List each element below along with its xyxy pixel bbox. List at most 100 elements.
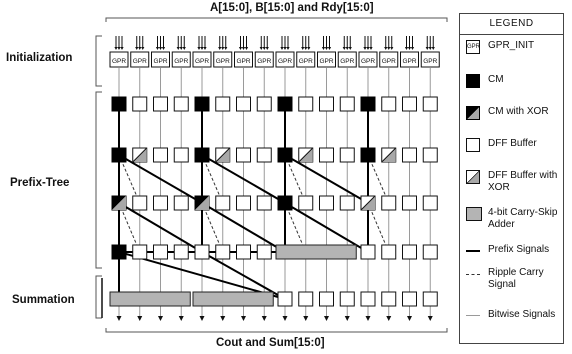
gpr-label: GPR	[402, 58, 416, 65]
output-arrow	[303, 316, 309, 321]
dff-buffer-cell	[256, 244, 272, 260]
input-arrow-head	[342, 47, 346, 50]
carry-skip-adder-cell	[192, 291, 274, 307]
input-arrow-head	[203, 47, 207, 50]
dff-buffer-cell	[236, 147, 251, 163]
input-arrow-head	[410, 47, 415, 50]
dff-buffer-cell	[381, 195, 397, 211]
input-arrow-head	[387, 47, 391, 50]
stage-label-prefix-tree: Prefix-Tree	[10, 177, 70, 189]
input-arrow-head	[363, 47, 367, 50]
xor-diagonal	[381, 147, 397, 163]
input-arrow-head	[407, 47, 412, 50]
dff-buffer-cell	[173, 147, 189, 163]
input-arrow-head	[301, 47, 305, 50]
dff-buffer-cell	[298, 96, 314, 112]
dff-buffer-cell	[319, 291, 334, 307]
dff-buffer-cell	[153, 244, 168, 260]
legend-label: Ripple Carry Signal	[488, 267, 544, 290]
input-arrow-head	[425, 47, 429, 50]
summation-bracket-left	[95, 275, 102, 319]
ripple-carry-line	[201, 202, 224, 253]
gpr-init-cell	[379, 51, 399, 68]
output-arrow	[261, 316, 267, 321]
input-arrow-head	[218, 47, 222, 50]
dff-buffer-cell	[381, 244, 397, 260]
cm-cell	[111, 96, 127, 112]
ripple-carry-line	[284, 202, 307, 253]
input-arrow-head	[321, 47, 326, 50]
cm-cell	[194, 147, 210, 163]
input-arrow-head	[283, 47, 287, 50]
dff-buffer-cell	[319, 195, 334, 211]
output-arrow	[178, 316, 184, 321]
output-arrow	[116, 316, 122, 321]
input-arrow-head	[182, 47, 186, 50]
xor-diagonal	[215, 147, 231, 163]
dff-buffer-cell	[298, 291, 314, 307]
gpr-label: GPR	[299, 58, 313, 65]
legend-symbol-cm	[466, 74, 480, 88]
gpr-init-cell	[275, 51, 295, 68]
dff-buffer-cell	[422, 147, 438, 163]
top-label: A[15:0], B[15:0] and Rdy[15:0]	[210, 2, 374, 14]
input-arrow-head	[286, 47, 290, 50]
dff-buffer-cell	[402, 147, 417, 163]
legend-label: 4-bit Carry-Skip Adder	[488, 207, 558, 230]
prefix-bracket-left	[95, 91, 102, 269]
output-arrow	[365, 316, 371, 321]
top-brace	[105, 17, 448, 22]
cm-cell	[277, 96, 293, 112]
dff-buffer-cell	[215, 96, 231, 112]
input-arrow-head	[244, 47, 249, 50]
gpr-init-cell	[400, 51, 419, 68]
legend-symbol-gpr-init: GPR	[466, 40, 480, 54]
dff-buffer-cell	[339, 195, 355, 211]
gpr-label: GPR	[361, 58, 375, 65]
dff-buffer-cell	[360, 291, 376, 307]
xor-diagonal	[132, 147, 148, 163]
cm-cell	[111, 244, 127, 260]
gpr-label: GPR	[340, 58, 354, 65]
dff-buffer-cell	[402, 195, 417, 211]
legend-symbol-prefix	[466, 250, 480, 252]
dff-buffer-cell	[215, 244, 231, 260]
legend-symbol-dff	[466, 138, 480, 152]
cm-cell	[277, 195, 293, 211]
gpr-label: GPR	[216, 58, 230, 65]
init-bracket-left	[95, 35, 102, 87]
input-arrow-head	[390, 47, 394, 50]
gpr-label: GPR	[195, 58, 209, 65]
input-arrow-head	[120, 47, 124, 50]
input-arrow-head	[431, 47, 435, 50]
output-arrow	[199, 316, 205, 321]
legend-label: Prefix Signals	[488, 244, 550, 255]
input-arrow-head	[179, 47, 183, 50]
cm-cell	[277, 147, 293, 163]
ripple-carry-line	[367, 202, 390, 253]
dff-buffer-cell	[298, 195, 314, 211]
output-arrow	[344, 316, 350, 321]
dff-buffer-cell	[153, 147, 168, 163]
output-arrow	[282, 316, 288, 321]
xor-diagonal	[298, 147, 314, 163]
gpr-init-cell	[151, 51, 170, 68]
output-arrow	[386, 316, 392, 321]
dff-buffer-cell	[173, 244, 189, 260]
gpr-init-cell	[254, 51, 274, 68]
input-arrow-head	[200, 47, 204, 50]
input-arrow-head	[138, 47, 142, 50]
input-arrow-head	[155, 47, 160, 50]
input-arrow-head	[114, 47, 118, 50]
legend-label: CM	[488, 74, 504, 85]
input-arrow-head	[366, 47, 370, 50]
gpr-init-cell	[337, 51, 357, 68]
input-arrow-head	[327, 47, 332, 50]
gpr-init-cell	[130, 51, 150, 68]
dff-buffer-cell	[422, 96, 438, 112]
xor-half	[195, 196, 209, 210]
gpr-label: GPR	[112, 58, 126, 65]
ripple-carry-line	[367, 154, 390, 204]
prefix-signal-line	[118, 251, 286, 300]
